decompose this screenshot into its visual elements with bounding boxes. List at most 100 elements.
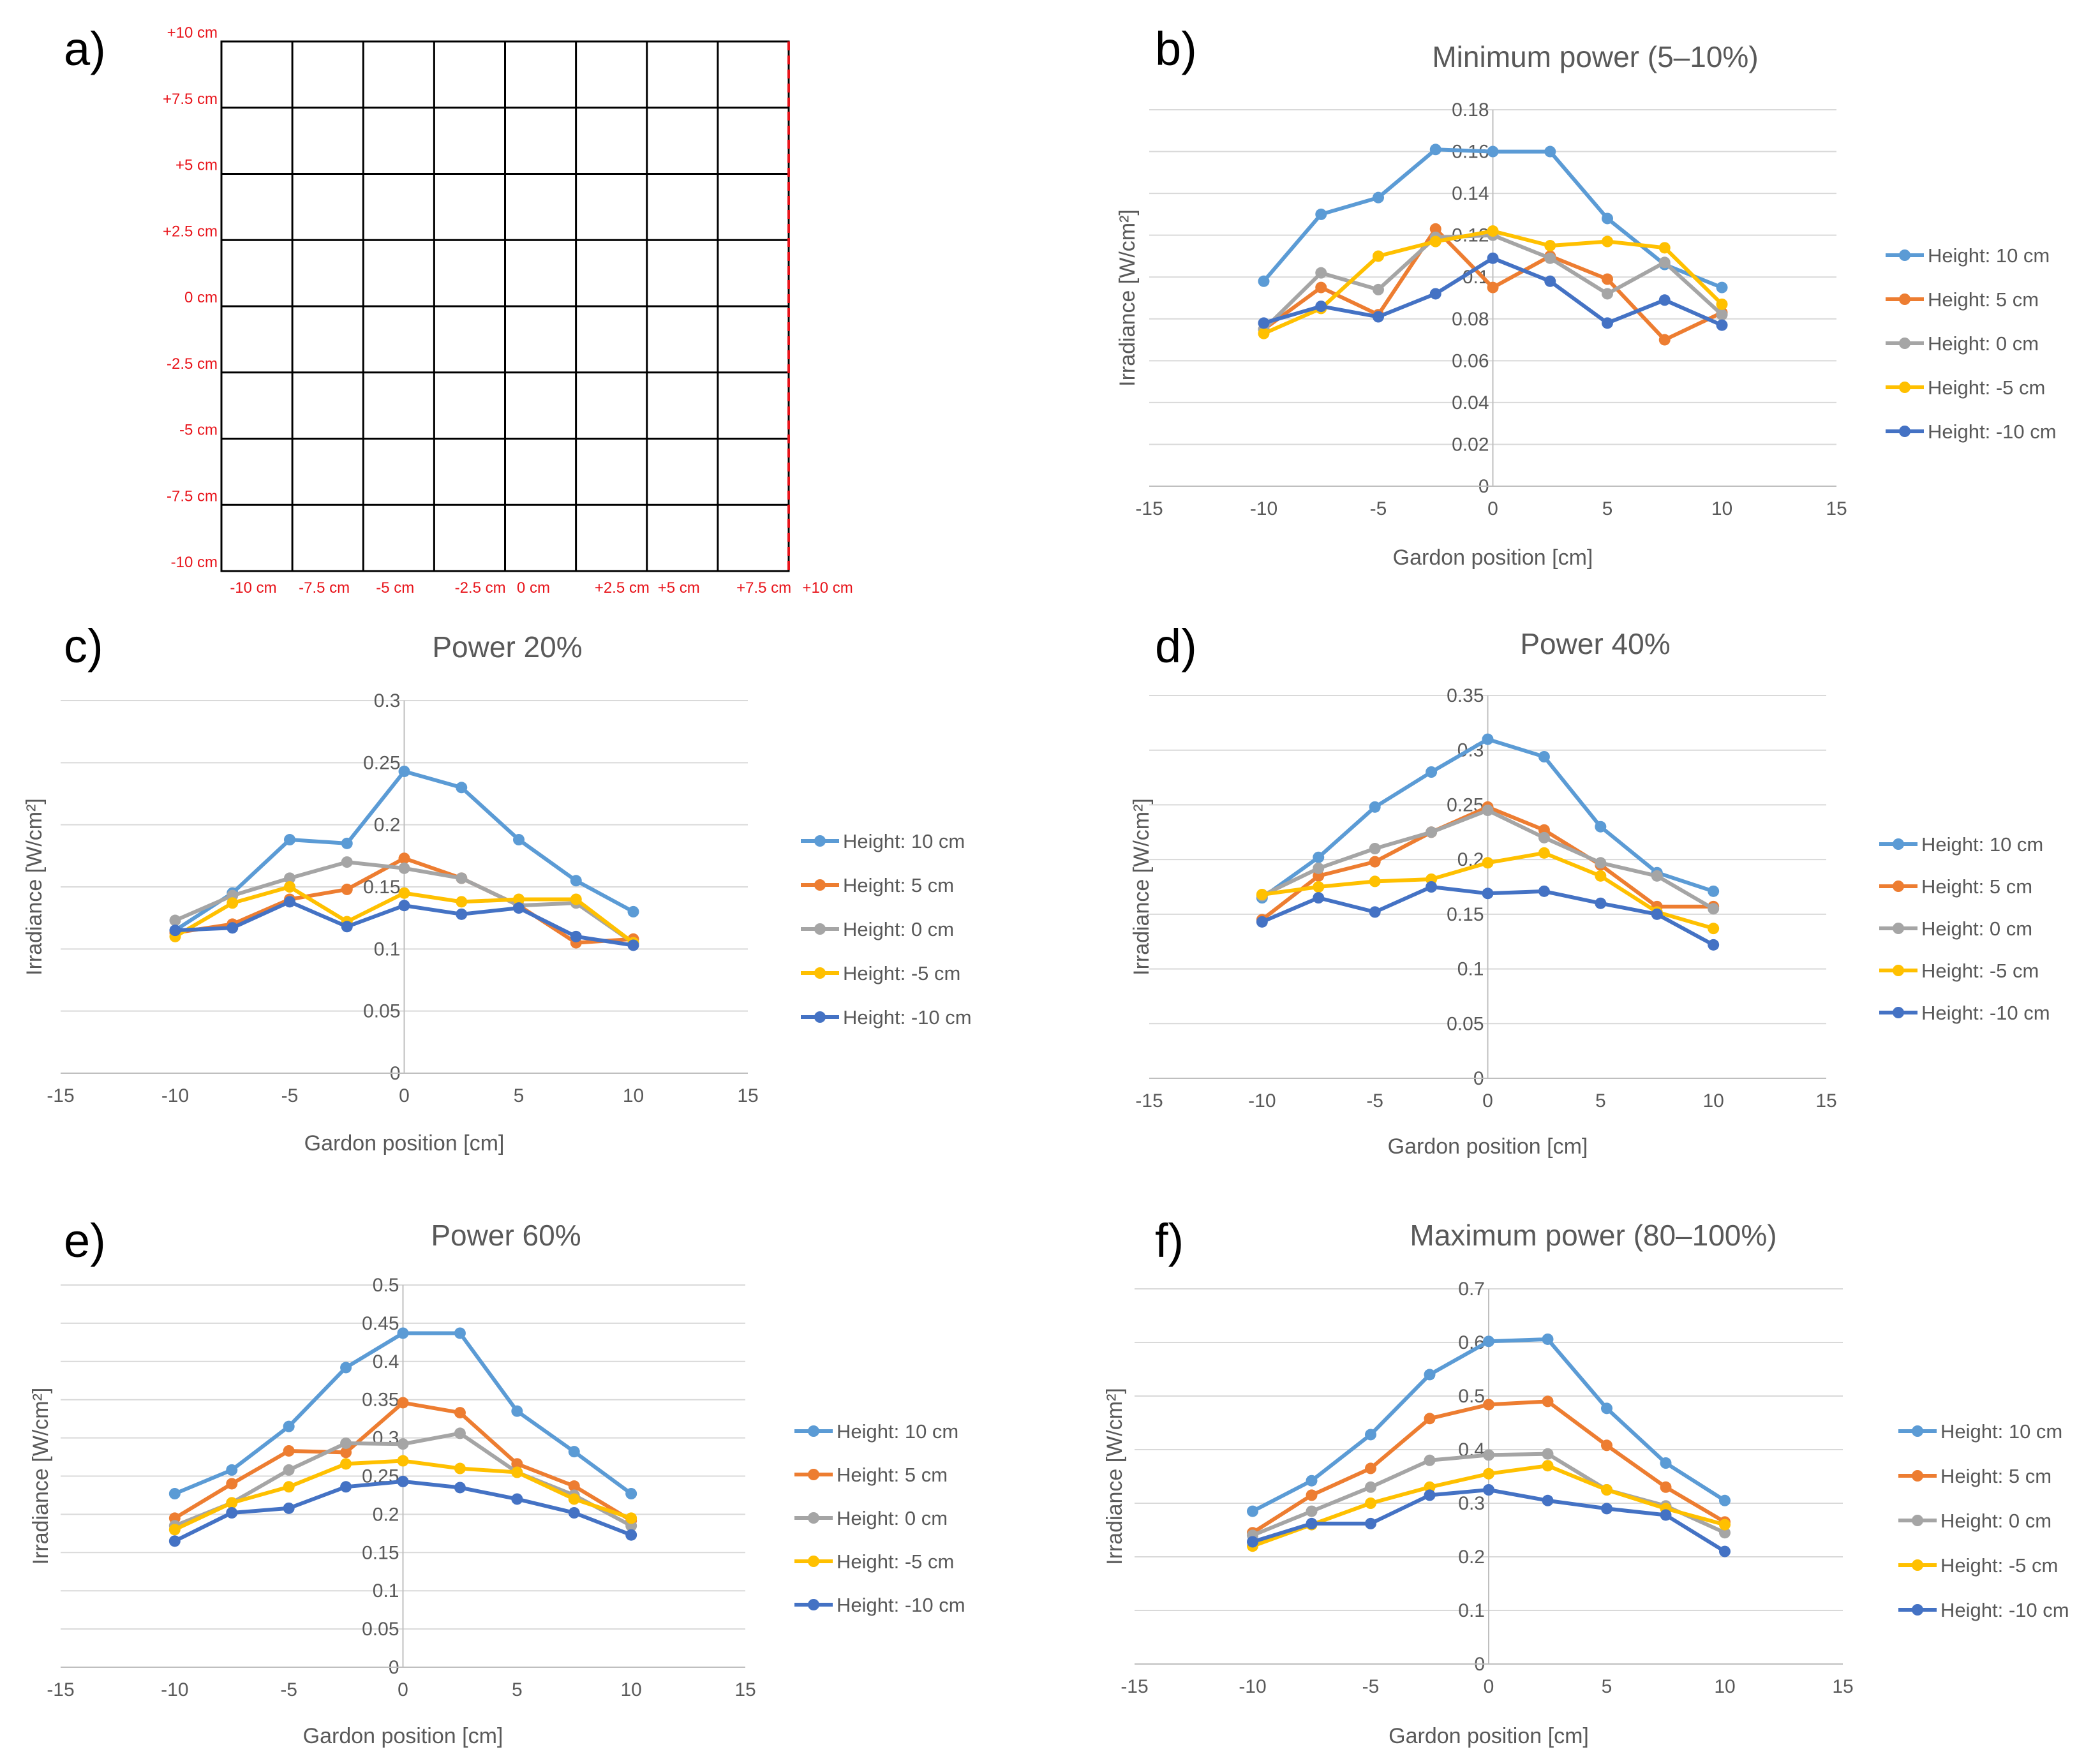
data-point: [1658, 242, 1671, 254]
y-tick-label: 0.18: [1452, 100, 1489, 121]
legend-swatch-marker: [808, 1425, 819, 1437]
data-point: [1373, 250, 1384, 262]
legend-swatch-marker: [814, 923, 826, 935]
data-point: [1542, 1460, 1554, 1472]
data-point: [1708, 903, 1720, 915]
data-point: [513, 834, 525, 846]
y-tick-label: 0.05: [1447, 1013, 1484, 1034]
y-tick-label: 0.4: [373, 1351, 399, 1372]
data-point: [1595, 870, 1607, 882]
data-point: [1258, 317, 1270, 329]
x-tick-label: -10: [1239, 1676, 1266, 1697]
legend-label: Height: 5 cm: [1921, 875, 2032, 898]
legend-swatch-marker: [814, 1011, 826, 1023]
legend-swatch-marker: [808, 1556, 819, 1567]
grid-y-label: -10 cm: [171, 554, 218, 571]
y-tick-label: 0.35: [1447, 685, 1484, 706]
data-point: [1258, 275, 1270, 287]
data-point: [1365, 1429, 1376, 1441]
y-axis-label: Irradiance [W/cm²]: [29, 1388, 53, 1565]
data-point: [1315, 208, 1327, 220]
x-tick-label: 5: [514, 1085, 525, 1106]
x-tick-label: 15: [734, 1679, 756, 1700]
x-tick-label: 15: [1826, 498, 1847, 519]
data-point: [341, 921, 353, 933]
legend-label: Height: 0 cm: [1940, 1510, 2052, 1532]
legend-label: Height: -5 cm: [843, 962, 960, 985]
y-axis-label: Irradiance [W/cm²]: [22, 798, 47, 976]
data-point: [283, 1445, 295, 1457]
x-tick-label: 0: [1482, 1090, 1493, 1111]
y-tick-label: 0.25: [363, 752, 400, 773]
data-point: [456, 896, 468, 908]
x-tick-label: -10: [161, 1679, 188, 1700]
grid-x-label: +7.5 cm: [736, 579, 791, 597]
x-axis-label: Gardon position [cm]: [1388, 1134, 1588, 1159]
data-point: [1369, 856, 1381, 868]
data-point: [568, 1507, 580, 1519]
x-axis-label: Gardon position [cm]: [1389, 1724, 1589, 1748]
data-point: [625, 1488, 637, 1500]
data-point: [1542, 1494, 1554, 1506]
chart-title: Power 20%: [432, 630, 582, 664]
legend-label: Height: -5 cm: [1940, 1554, 2058, 1577]
x-tick-label: 0: [1484, 1676, 1494, 1697]
panel-letter-f: f): [1155, 1214, 1184, 1267]
legend-label: Height: -5 cm: [1921, 960, 2039, 982]
grid-x-label: +2.5 cm: [595, 579, 650, 597]
data-point: [397, 1438, 409, 1450]
data-point: [1716, 298, 1728, 310]
data-point: [568, 1493, 580, 1505]
data-point: [1482, 888, 1494, 900]
data-point: [1483, 1335, 1494, 1348]
data-point: [513, 902, 525, 914]
data-point: [1429, 223, 1441, 235]
data-point: [1315, 301, 1327, 313]
y-tick-label: 0.1: [373, 1580, 399, 1601]
x-axis-label: Gardon position [cm]: [1393, 546, 1593, 570]
legend-swatch-marker: [814, 835, 826, 847]
y-tick-label: 0.15: [1447, 904, 1484, 925]
legend-swatch-marker: [808, 1599, 819, 1610]
x-tick-label: 0: [399, 1085, 410, 1106]
data-point: [1429, 288, 1441, 300]
legend-swatch-marker: [808, 1512, 819, 1524]
data-point: [1365, 1462, 1376, 1475]
legend-label: Height: 0 cm: [837, 1507, 948, 1529]
data-point: [1487, 225, 1499, 237]
data-point: [340, 1437, 352, 1449]
data-point: [1306, 1489, 1318, 1501]
legend-swatch-marker: [1893, 880, 1904, 892]
x-tick-label: -5: [280, 1679, 297, 1700]
legend-label: Height: 10 cm: [1928, 244, 2050, 267]
data-point: [1256, 916, 1268, 928]
data-point: [1258, 327, 1270, 339]
chart-maximum-power: Maximum power (80–100%)00.10.20.30.40.50…: [1103, 1219, 2069, 1748]
data-point: [1601, 1402, 1612, 1415]
data-point: [454, 1427, 466, 1439]
y-tick-label: 0.5: [1458, 1386, 1485, 1407]
data-point: [1373, 311, 1384, 323]
data-point: [627, 905, 639, 918]
grid-y-label: -5 cm: [179, 422, 218, 439]
data-point: [1313, 881, 1325, 893]
legend-label: Height: 10 cm: [837, 1420, 958, 1443]
legend-label: Height: 0 cm: [843, 918, 954, 940]
data-point: [570, 930, 582, 942]
data-point: [1424, 1369, 1436, 1381]
data-point: [283, 1420, 295, 1432]
panel-letter-a: a): [64, 22, 106, 75]
data-point: [570, 875, 582, 887]
data-point: [168, 1535, 181, 1547]
data-point: [1482, 805, 1494, 816]
legend-label: Height: -10 cm: [837, 1594, 965, 1616]
grid-x-label: +5 cm: [658, 579, 700, 597]
x-tick-label: 10: [620, 1679, 641, 1700]
y-tick-label: 0.15: [362, 1542, 399, 1563]
legend-swatch-marker: [1899, 426, 1910, 437]
panel-letter-e: e): [64, 1214, 106, 1267]
x-tick-label: -15: [1121, 1676, 1148, 1697]
legend-swatch-marker: [1893, 965, 1904, 976]
data-point: [625, 1529, 637, 1541]
measurement-grid: +10 cm +7.5 cm +5 cm +2.5 cm 0 cm -2.5 cm -5 c…: [163, 24, 853, 597]
